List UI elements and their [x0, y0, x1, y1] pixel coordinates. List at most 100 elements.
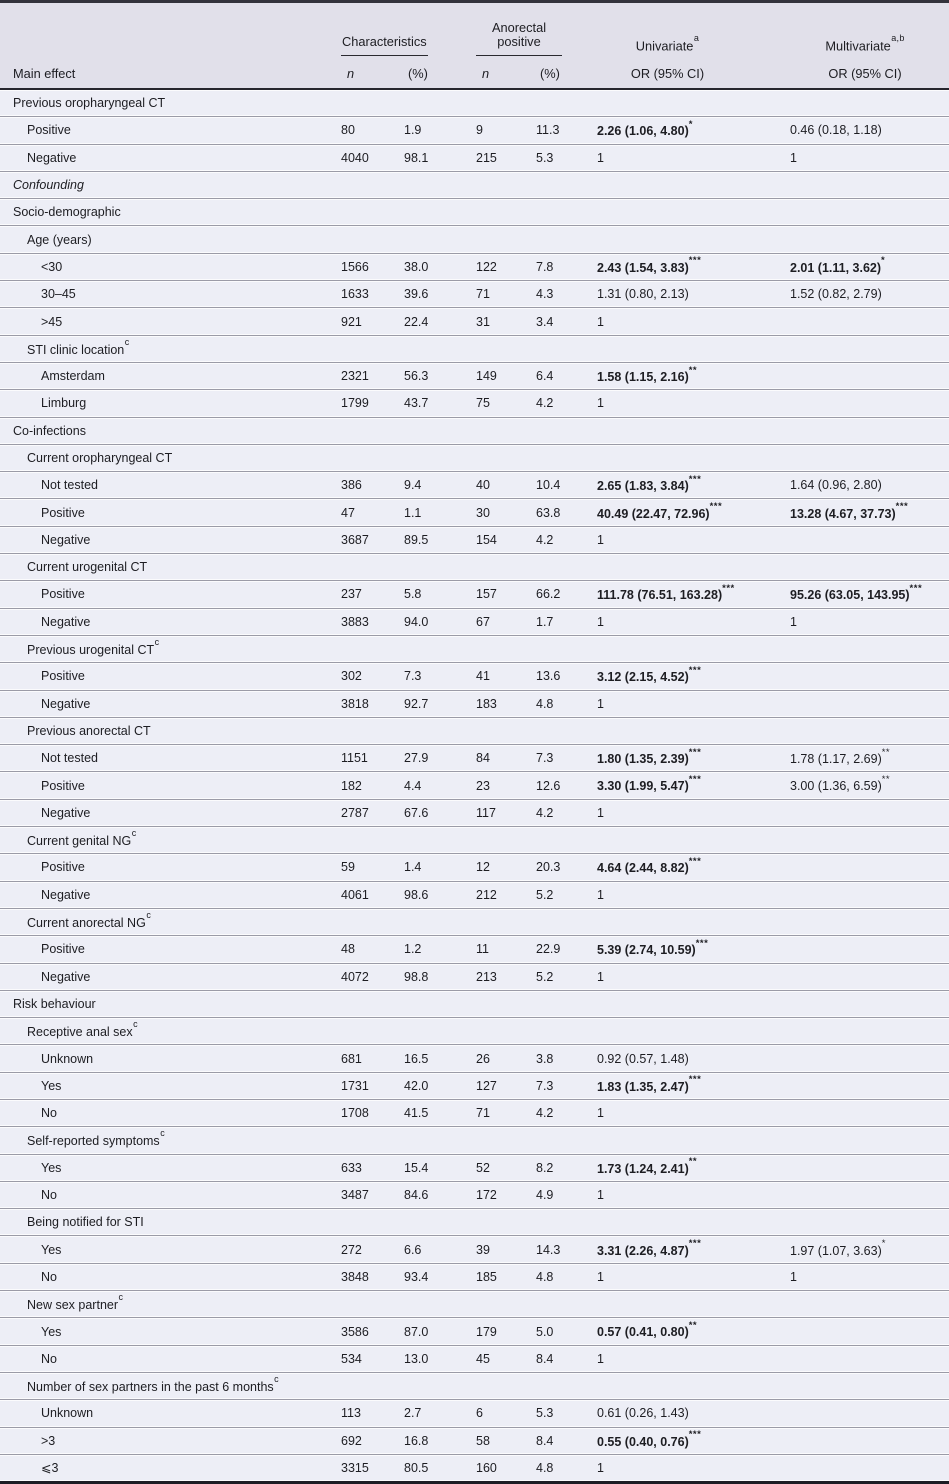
row-label: New sex partnerc	[27, 1292, 124, 1313]
table-row: Being notified for STI	[0, 1208, 949, 1236]
row-label: Current genital NGc	[27, 828, 137, 849]
cell-univariate-or: 3.31 (2.26, 4.87)***	[597, 1238, 702, 1258]
cell-anorectal-pct: 5.3	[536, 150, 554, 165]
cell-multivariate-or: 1	[790, 614, 797, 629]
cell-anorectal-pct: 6.4	[536, 369, 554, 384]
cell-characteristics-n: 534	[341, 1351, 362, 1366]
cell-characteristics-pct: 6.6	[404, 1242, 422, 1257]
table-row: 30–45 1633 39.6 71 4.3 1.31 (0.80, 2.13) 1.52 …	[0, 280, 949, 308]
cell-characteristics-pct: 4.4	[404, 778, 422, 793]
significance-stars: ***	[688, 855, 702, 867]
significance-stars: *	[881, 1238, 886, 1250]
cell-anorectal-pct: 11.3	[536, 123, 560, 138]
table-row: Limburg 1799 43.7 75 4.2 1	[0, 389, 949, 417]
table-row: Yes 633 15.4 52 8.2 1.73 (1.24, 2.41)**	[0, 1153, 949, 1181]
significance-stars: **	[688, 1319, 698, 1331]
table-row: Socio-demographic	[0, 198, 949, 226]
cell-multivariate-or: 1.97 (1.07, 3.63)*	[790, 1238, 886, 1258]
table-row: Receptive anal sexc	[0, 1017, 949, 1045]
row-label: Not tested	[41, 751, 98, 766]
cell-univariate-or: 2.26 (1.06, 4.80)*	[597, 118, 693, 139]
row-label: Number of sex partners in the past 6 mon…	[27, 1374, 279, 1395]
row-label: No	[41, 1106, 57, 1121]
table-row: Confounding	[0, 170, 949, 199]
table-row: Current oropharyngeal CT	[0, 443, 949, 472]
table-row: New sex partnerc	[0, 1290, 949, 1318]
cell-multivariate-or: 1.52 (0.82, 2.79)	[790, 287, 882, 302]
significance-stars: ***	[688, 773, 702, 785]
cell-anorectal-n: 127	[476, 1078, 497, 1093]
cell-characteristics-pct: 1.9	[404, 123, 422, 138]
significance-stars: ***	[895, 501, 909, 513]
cell-characteristics-pct: 7.3	[404, 669, 422, 684]
characteristics-label: Characteristics	[341, 35, 428, 56]
row-label: <30	[41, 259, 63, 274]
significance-stars: ***	[688, 1074, 702, 1086]
cell-characteristics-n: 302	[341, 669, 362, 684]
cell-characteristics-pct: 13.0	[404, 1351, 429, 1366]
table-row: Negative 3818 92.7 183 4.8 1	[0, 689, 949, 717]
table-row: Negative 3883 94.0 67 1.7 1 1	[0, 607, 949, 635]
cell-characteristics-pct: 39.6	[404, 287, 429, 302]
cell-anorectal-n: 71	[476, 287, 490, 302]
row-label: Limburg	[41, 396, 87, 411]
row-label: Positive	[41, 669, 85, 684]
row-label: Amsterdam	[41, 369, 105, 384]
row-label: No	[41, 1351, 57, 1366]
cell-anorectal-pct: 5.2	[536, 969, 554, 984]
row-label: No	[41, 1188, 57, 1203]
cell-characteristics-pct: 56.3	[404, 369, 429, 384]
table-row: Positive 237 5.8 157 66.2 111.78 (76.51, 163.…	[0, 580, 949, 608]
cell-characteristics-n: 1731	[341, 1078, 369, 1093]
table-row: Risk behaviour	[0, 989, 949, 1018]
cell-characteristics-pct: 2.7	[404, 1406, 422, 1421]
row-label: Negative	[41, 969, 91, 984]
table-row: Co-infections	[0, 416, 949, 444]
cell-univariate-or: 1	[597, 532, 604, 547]
cell-anorectal-pct: 8.4	[536, 1351, 554, 1366]
cell-univariate-or: 1	[597, 887, 604, 902]
multivariate-text: Multivariate	[825, 38, 891, 53]
cell-characteristics-pct: 42.0	[404, 1078, 429, 1093]
table-row: Self-reported symptomsc	[0, 1126, 949, 1154]
cell-anorectal-pct: 1.7	[536, 614, 554, 629]
cell-anorectal-pct: 3.4	[536, 314, 554, 329]
header-subrow: Main effect n (%) n (%) OR (95% CI) OR (…	[0, 56, 949, 88]
significance-stars: ***	[688, 746, 702, 758]
cell-anorectal-n: 41	[476, 669, 490, 684]
table-row: Positive 59 1.4 12 20.3 4.64 (2.44, 8.82)***	[0, 853, 949, 881]
cell-anorectal-pct: 4.2	[536, 805, 554, 820]
row-label: Unknown	[41, 1406, 94, 1421]
cell-anorectal-pct: 63.8	[536, 505, 561, 520]
cell-anorectal-pct: 4.8	[536, 1269, 554, 1284]
row-label: Current anorectal NGc	[27, 909, 152, 931]
cell-anorectal-n: 31	[476, 314, 490, 329]
cell-multivariate-or: 1.64 (0.96, 2.80)	[790, 478, 882, 493]
multivariate-footnote-sup: a,b	[891, 32, 905, 43]
cell-anorectal-pct: 5.0	[536, 1324, 554, 1339]
table-row: >3 692 16.8 58 8.4 0.55 (0.40, 0.76)***	[0, 1426, 949, 1454]
table-row: Current anorectal NGc	[0, 907, 949, 936]
label-footnote-sup: c	[133, 1019, 138, 1030]
label-footnote-sup: c	[160, 1128, 165, 1139]
cell-multivariate-or: 0.46 (0.18, 1.18)	[790, 123, 882, 138]
cell-anorectal-n: 154	[476, 532, 497, 547]
table-body: Previous oropharyngeal CT Positive 80 1.9 9 1…	[0, 90, 949, 1481]
significance-stars: *	[881, 255, 886, 267]
cell-anorectal-pct: 4.8	[536, 1460, 554, 1475]
table-row: Positive 182 4.4 23 12.6 3.30 (1.99, 5.47)***…	[0, 771, 949, 799]
cell-characteristics-n: 3487	[341, 1188, 369, 1203]
anorectal-pct-header: (%)	[540, 66, 560, 81]
cell-anorectal-n: 160	[476, 1460, 497, 1475]
cell-anorectal-n: 58	[476, 1433, 490, 1448]
row-label: Negative	[41, 614, 91, 629]
row-label: Risk behaviour	[13, 996, 96, 1011]
cell-univariate-or: 1.73 (1.24, 2.41)**	[597, 1156, 698, 1176]
row-label: Positive	[27, 123, 71, 138]
cell-characteristics-pct: 80.5	[404, 1460, 429, 1475]
cell-multivariate-or: 2.01 (1.11, 3.62)*	[790, 255, 886, 275]
table-row: Previous oropharyngeal CT	[0, 90, 949, 117]
cell-characteristics-n: 1633	[341, 287, 369, 302]
cell-characteristics-pct: 27.9	[404, 751, 429, 766]
